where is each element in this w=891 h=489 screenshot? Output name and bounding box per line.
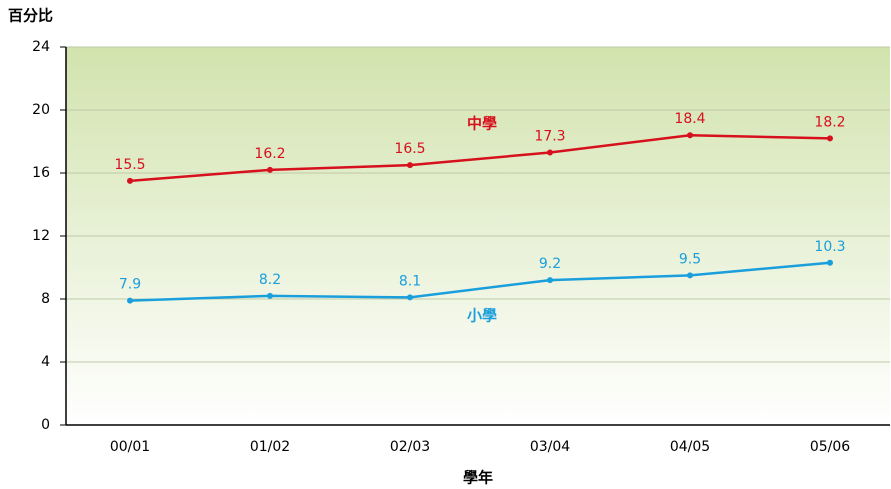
y-tick-label: 8	[41, 291, 50, 307]
y-tick-label: 20	[32, 102, 50, 118]
y-tick-label: 12	[32, 228, 50, 244]
data-label: 18.2	[814, 114, 845, 130]
x-tick-label: 04/05	[670, 439, 710, 455]
x-tick-label: 00/01	[110, 439, 150, 455]
x-tick-label: 01/02	[250, 439, 290, 455]
data-label: 16.2	[254, 146, 285, 162]
x-axis-label: 學年	[463, 469, 493, 487]
point	[407, 294, 413, 301]
data-label: 9.5	[679, 251, 701, 267]
data-label: 18.4	[674, 111, 705, 127]
series-line	[129, 133, 831, 183]
series-name: 小學	[467, 307, 497, 325]
y-tick-label: 16	[32, 165, 50, 181]
x-tick-label: 05/06	[810, 439, 850, 455]
point	[547, 277, 553, 284]
point	[407, 162, 413, 169]
data-label: 16.5	[394, 141, 425, 157]
data-label: 7.9	[119, 277, 141, 293]
point	[687, 132, 693, 139]
y-tick-label: 4	[41, 354, 50, 370]
y-tick-label: 24	[32, 39, 50, 55]
point	[267, 166, 273, 173]
y-axis-label: 百分比	[8, 7, 53, 25]
data-label: 17.3	[534, 129, 565, 145]
point	[547, 149, 553, 156]
point	[687, 272, 693, 279]
point	[827, 259, 833, 266]
series-name: 中學	[467, 115, 497, 133]
data-label: 8.1	[399, 273, 421, 289]
point	[267, 292, 273, 299]
point	[127, 177, 133, 184]
point	[127, 297, 133, 304]
x-tick-label: 02/03	[390, 439, 430, 455]
series-line	[129, 261, 831, 302]
y-tick-label: 0	[41, 417, 50, 433]
x-tick-label: 03/04	[530, 439, 570, 455]
data-label: 15.5	[114, 157, 145, 173]
point	[827, 135, 833, 142]
data-label: 10.3	[814, 239, 845, 255]
data-label: 9.2	[539, 256, 561, 272]
data-label: 8.2	[259, 272, 281, 288]
